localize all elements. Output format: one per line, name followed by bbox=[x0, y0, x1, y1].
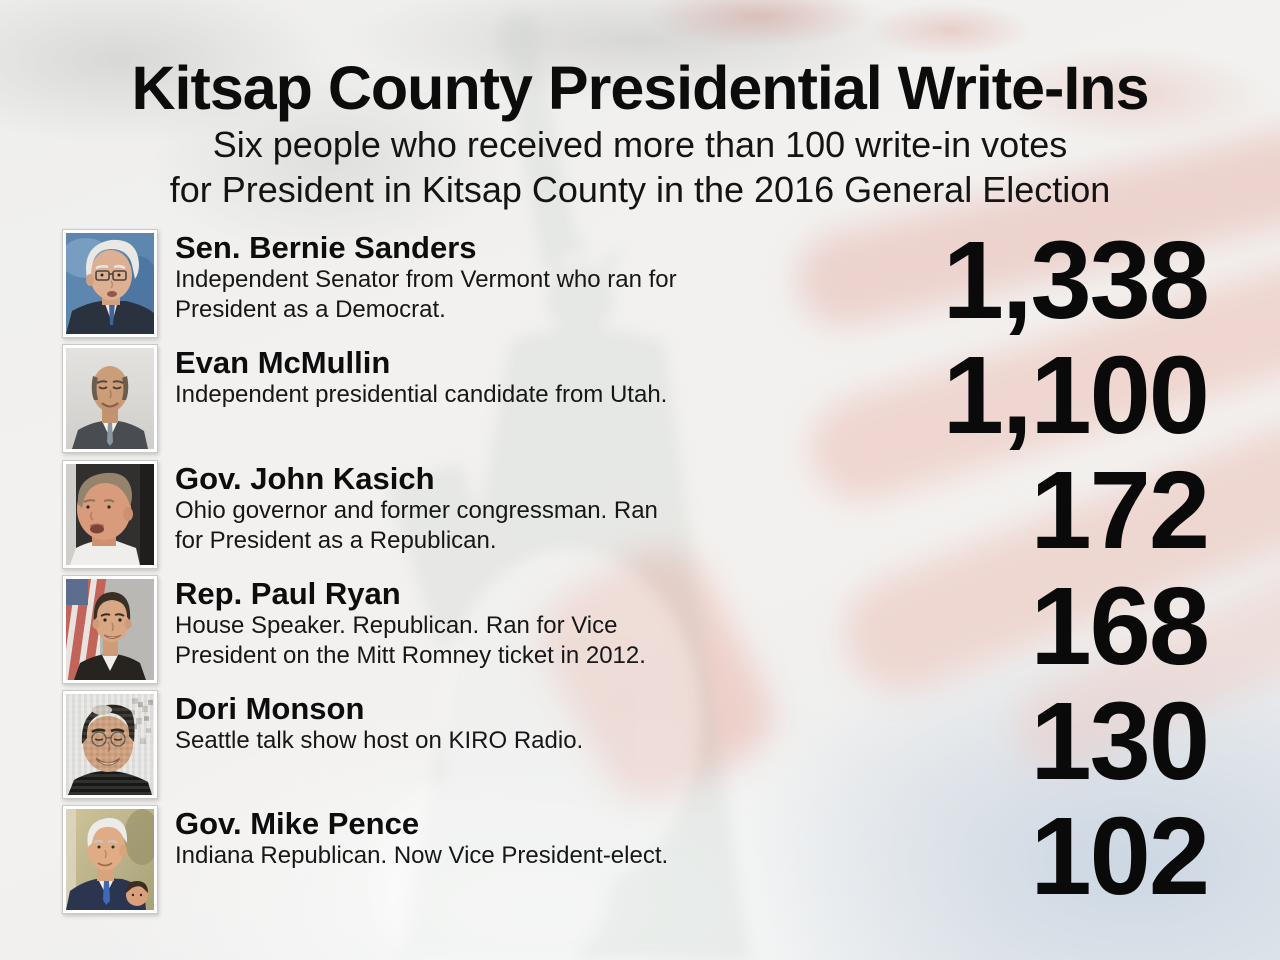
entry-description-line: for President as a Republican. bbox=[175, 526, 497, 554]
entry-description: House Speaker. Republican. Ran for Vice … bbox=[175, 611, 775, 671]
entry-name: Rep. Paul Ryan bbox=[175, 575, 401, 611]
evan-mcmullin-portrait-image bbox=[66, 348, 154, 450]
entry-description-line: Independent presidential candidate from … bbox=[175, 381, 668, 409]
entry-name: Evan McMullin bbox=[175, 345, 391, 381]
entry-vote-count: 1,100 bbox=[942, 334, 1210, 458]
entry-description: Ohio governor and former congressman. Ra… bbox=[175, 496, 775, 556]
entry-description-line: Indiana Republican. Now Vice President-e… bbox=[175, 842, 669, 870]
entry-description-line: Ohio governor and former congressman. Ra… bbox=[175, 496, 658, 524]
table-row: Gov. John Kasich Ohio governor and forme… bbox=[62, 449, 1210, 575]
entry-text: Rep. Paul Ryan House Speaker. Republican… bbox=[175, 575, 775, 671]
bernie-sanders-photo bbox=[62, 229, 158, 338]
john-kasich-photo bbox=[62, 459, 158, 569]
entry-description: Independent Senator from Vermont who ran… bbox=[175, 265, 775, 325]
entry-text: Gov. John Kasich Ohio governor and forme… bbox=[175, 460, 775, 556]
entry-description-line: President as a Democrat. bbox=[175, 296, 446, 323]
page-subtitle: Six people who received more than 100 wr… bbox=[0, 122, 1280, 212]
entry-description-line: House Speaker. Republican. Ran for Vice bbox=[175, 611, 618, 639]
entry-name: Gov. Mike Pence bbox=[175, 806, 420, 842]
mike-pence-portrait-image bbox=[66, 809, 154, 911]
evan-mcmullin-photo bbox=[62, 344, 158, 454]
bernie-sanders-portrait-image bbox=[66, 233, 154, 334]
candidate-list: Sen. Bernie Sanders Independent Senator … bbox=[62, 219, 1210, 921]
table-row: Rep. Paul Ryan House Speaker. Republican… bbox=[62, 565, 1210, 690]
table-row: Evan McMullin Independent presidential c… bbox=[62, 334, 1210, 459]
entry-text: Gov. Mike Pence Indiana Republican. Now … bbox=[175, 805, 775, 871]
entry-vote-count: 172 bbox=[1030, 449, 1210, 573]
john-kasich-portrait-image bbox=[66, 463, 154, 565]
entry-text: Evan McMullin Independent presidential c… bbox=[175, 344, 775, 410]
table-row: Gov. Mike Pence Indiana Republican. Now … bbox=[62, 795, 1210, 920]
entry-vote-count: 1,338 bbox=[942, 218, 1210, 342]
entry-text: Dori Monson Seattle talk show host on KI… bbox=[175, 690, 775, 756]
statue-of-liberty-silhouette bbox=[370, 12, 750, 960]
entry-description: Seattle talk show host on KIRO Radio. bbox=[175, 726, 775, 756]
table-row: Sen. Bernie Sanders Independent Senator … bbox=[62, 219, 1210, 344]
page-title: Kitsap County Presidential Write-Ins bbox=[131, 54, 1150, 122]
entry-description-line: President on the Mitt Romney ticket in 2… bbox=[175, 641, 646, 669]
dori-monson-photo bbox=[62, 690, 158, 800]
entry-vote-count: 102 bbox=[1030, 795, 1210, 919]
entry-description-line: Seattle talk show host on KIRO Radio. bbox=[175, 727, 584, 755]
subtitle-line-2: for President in Kitsap County in the 20… bbox=[169, 169, 1111, 210]
table-row: Dori Monson Seattle talk show host on KI… bbox=[62, 680, 1210, 805]
entry-vote-count: 168 bbox=[1030, 564, 1210, 688]
mike-pence-photo bbox=[62, 805, 158, 915]
entry-name: Sen. Bernie Sanders bbox=[175, 230, 477, 265]
paul-ryan-photo bbox=[62, 574, 158, 684]
entry-description: Indiana Republican. Now Vice President-e… bbox=[175, 841, 775, 871]
entry-name: Dori Monson bbox=[175, 691, 365, 727]
entry-description-line: Independent Senator from Vermont who ran… bbox=[175, 266, 677, 293]
entry-description: Independent presidential candidate from … bbox=[175, 380, 775, 410]
paul-ryan-portrait-image bbox=[66, 578, 154, 680]
dori-monson-portrait-image bbox=[66, 694, 154, 796]
subtitle-line-1: Six people who received more than 100 wr… bbox=[212, 124, 1068, 165]
entry-text: Sen. Bernie Sanders Independent Senator … bbox=[175, 229, 775, 325]
entry-name: Gov. John Kasich bbox=[175, 460, 435, 496]
entry-vote-count: 130 bbox=[1030, 679, 1210, 803]
